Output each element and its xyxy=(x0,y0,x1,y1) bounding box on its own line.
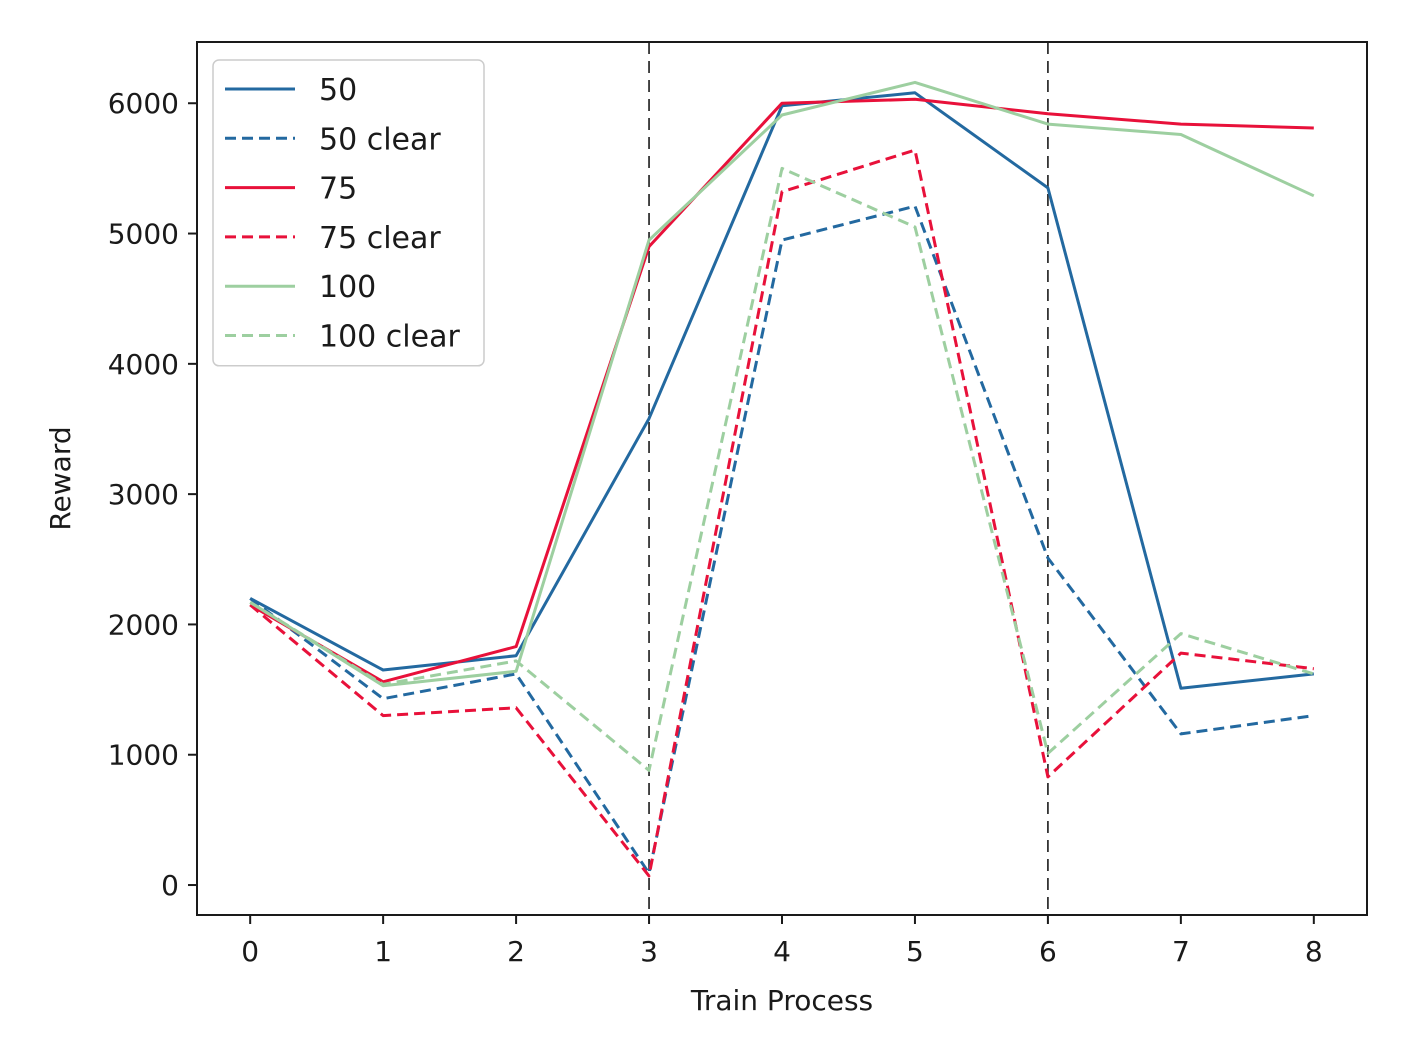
x-tick-label: 3 xyxy=(640,935,658,968)
legend-label: 100 xyxy=(319,270,376,305)
reference-lines xyxy=(648,42,1049,915)
x-tick-label: 4 xyxy=(773,935,791,968)
y-tick-label: 6000 xyxy=(108,87,179,120)
series-line-50-clear xyxy=(249,204,1315,875)
legend: 50 50 clear 75 75 clear 100 100 clear xyxy=(212,59,485,367)
series-lines xyxy=(249,80,1315,878)
x-tick-label: 5 xyxy=(906,935,924,968)
series-line-100-clear xyxy=(249,166,1315,772)
x-tick-label: 1 xyxy=(374,935,392,968)
series-line-75-clear xyxy=(249,148,1314,878)
y-tick-label: 2000 xyxy=(108,608,179,641)
x-tick-label: 8 xyxy=(1305,935,1323,968)
legend-label: 50 xyxy=(319,73,357,108)
y-tick-label: 1000 xyxy=(108,739,179,772)
series-line-50 xyxy=(249,91,1314,690)
x-tick-label: 7 xyxy=(1172,935,1190,968)
x-tick-label: 2 xyxy=(507,935,525,968)
y-tick-label: 4000 xyxy=(108,348,179,381)
legend-label: 75 clear xyxy=(319,221,441,256)
legend-label: 100 clear xyxy=(319,320,460,355)
x-axis-label: Train Process xyxy=(690,984,873,1017)
y-tick-label: 3000 xyxy=(108,478,179,511)
x-axis-ticks: 0 1 2 3 4 5 6 7 8 xyxy=(241,915,1323,968)
y-tick-label: 5000 xyxy=(108,218,179,251)
x-tick-label: 6 xyxy=(1039,935,1057,968)
y-axis-label: Reward xyxy=(44,426,77,530)
series-line-75 xyxy=(249,97,1314,684)
x-tick-label: 0 xyxy=(241,935,259,968)
legend-label: 50 clear xyxy=(319,122,441,157)
legend-label: 75 xyxy=(319,172,357,207)
legend-box xyxy=(212,59,485,367)
y-tick-label: 0 xyxy=(161,869,179,902)
series-line-100 xyxy=(249,80,1315,688)
y-axis-ticks: 0 1000 2000 3000 4000 5000 6000 xyxy=(108,87,197,902)
